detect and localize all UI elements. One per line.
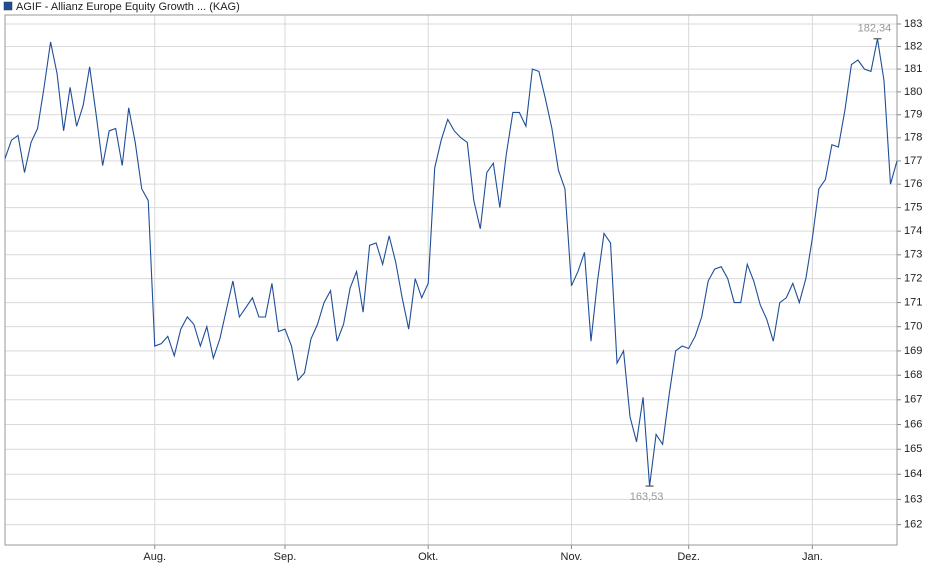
y-tick-label: 163 [904, 493, 922, 505]
y-tick-label: 172 [904, 273, 922, 285]
y-tick-label: 173 [904, 249, 922, 261]
x-tick-label: Dez. [677, 551, 700, 563]
y-tick-label: 165 [904, 443, 922, 455]
x-tick-label: Okt. [418, 551, 438, 563]
y-tick-label: 176 [904, 178, 922, 190]
y-tick-label: 167 [904, 394, 922, 406]
y-tick-label: 168 [904, 369, 922, 381]
y-tick-label: 164 [904, 468, 922, 480]
y-tick-label: 169 [904, 345, 922, 357]
y-tick-label: 180 [904, 86, 922, 98]
y-tick-label: 183 [904, 18, 922, 30]
x-tick-label: Nov. [561, 551, 583, 563]
x-tick-label: Sep. [274, 551, 297, 563]
x-tick-label: Aug. [143, 551, 166, 563]
y-tick-label: 170 [904, 321, 922, 333]
y-tick-label: 162 [904, 519, 922, 531]
legend-label: AGIF - Allianz Europe Equity Growth ... … [16, 1, 240, 13]
y-tick-label: 178 [904, 132, 922, 144]
legend-swatch [3, 1, 13, 11]
y-tick-label: 171 [904, 296, 922, 308]
line [4, 38, 898, 487]
data-label: 182,34 [858, 23, 892, 35]
y-tick-label: 175 [904, 201, 922, 213]
y-tick-label: 181 [904, 63, 922, 75]
y-tick-label: 174 [904, 225, 922, 237]
x-tick-label: Jan. [802, 551, 823, 563]
y-tick-label: 166 [904, 418, 922, 430]
y-tick-label: 182 [904, 40, 922, 52]
data-label: 163,53 [630, 491, 664, 503]
y-tick-label: 179 [904, 109, 922, 121]
plot-frame [4, 14, 898, 546]
y-tick-label: 177 [904, 155, 922, 167]
